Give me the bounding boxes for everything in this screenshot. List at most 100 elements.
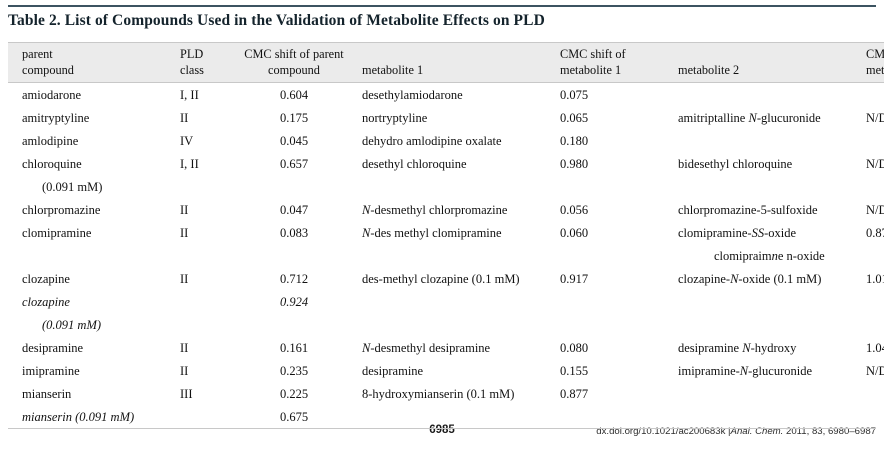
cell-shift-met2: 0.877 [866, 225, 884, 240]
header-line-2: metabolite 2 [678, 63, 740, 78]
cell-shift-met2 [850, 244, 884, 267]
cell-metabolite2: clomipraimne n-oxide [714, 248, 825, 263]
cell-metabolite2 [670, 83, 850, 107]
table-row: amitryptyline II 0.175 nortryptyline 0.065 am… [8, 106, 884, 129]
table-row: amiodarone I, II 0.604 desethylamiodarone 0.… [8, 83, 884, 107]
cell-shift-met1: 0.917 [560, 271, 589, 286]
table-row: imipramine II 0.235 desipramine 0.155 imipram… [8, 359, 884, 382]
column-header-pld-class: PLD class [174, 41, 236, 84]
cell-metabolite1 [352, 175, 554, 198]
cell-shift-met2: N/D [866, 156, 884, 171]
table-container: parent compound PLD class CMC shift of p… [8, 41, 884, 428]
cell-metabolite2 [670, 382, 850, 405]
cell-parent: chlorpromazine [22, 202, 101, 217]
table-row: chlorpromazine II 0.047 N-desmethyl chlorpr… [8, 198, 884, 221]
cell-shift-parent: 0.675 [279, 409, 309, 424]
header-line-1: PLD [180, 47, 204, 61]
cell-metabolite2 [670, 290, 850, 313]
cell-shift-parent: 0.225 [279, 386, 309, 401]
top-divider-rule [8, 5, 876, 7]
cell-shift-met1: 0.075 [560, 87, 589, 102]
cell-shift-parent: 0.657 [279, 156, 309, 171]
table-caption: Table 2. List of Compounds Used in the V… [8, 12, 545, 29]
column-header-metabolite-1: metabolite 1 [352, 41, 554, 84]
journal-name: Anal. Chem. [730, 426, 784, 437]
cell-shift-met1: 0.060 [560, 225, 589, 240]
cell-metabolite2: clomipramine-SS-oxide [678, 225, 797, 240]
cell-shift-met1: 0.056 [560, 202, 589, 217]
header-line-2: class [180, 63, 204, 78]
header-line-1: CMC shift of [866, 47, 884, 61]
table-body: amiodarone I, II 0.604 desethylamiodarone 0.… [8, 83, 884, 429]
cell-metabolite1: nortryptyline [362, 110, 428, 125]
cell-pld-class: I, II [180, 87, 199, 102]
cell-metabolite2: chlorpromazine-5-sulfoxide [678, 202, 818, 217]
citation-detail: 2011, 83, 6980–6987 [783, 426, 876, 437]
cell-shift-parent [236, 175, 352, 198]
cell-shift-met1: 0.980 [560, 156, 589, 171]
cell-pld-class: II [180, 110, 189, 125]
table-row: clomipramine II 0.083 N-des methyl clomipra… [8, 221, 884, 244]
cell-metabolite1 [352, 313, 554, 336]
cell-shift-met1: 0.080 [560, 340, 589, 355]
cell-parent: mianserin [22, 386, 72, 401]
cell-shift-met2 [850, 129, 884, 152]
cell-shift-met2: N/D [866, 110, 884, 125]
table-row: chloroquine I, II 0.657 desethyl chloroquin… [8, 152, 884, 175]
cell-metabolite1: desethyl chloroquine [362, 156, 467, 171]
cell-metabolite2: desipramine N-hydroxy [678, 340, 797, 355]
header-line-1: CMC shift of [560, 47, 626, 61]
cell-metabolite1: dehydro amlodipine oxalate [362, 133, 502, 148]
cell-pld-class: III [180, 386, 193, 401]
cell-shift-parent: 0.175 [279, 110, 309, 125]
cell-pld-class [174, 290, 236, 313]
cell-pld-class [174, 175, 236, 198]
cell-shift-parent: 0.083 [279, 225, 309, 240]
cell-pld-class: II [180, 271, 189, 286]
header-line-2: metabolite 2 [866, 63, 884, 78]
cell-metabolite1: 8-hydroxymianserin (0.1 mM) [362, 386, 515, 401]
cell-metabolite1: N-desmethyl desipramine [362, 340, 491, 355]
column-header-cmc-shift-metabolite-1: CMC shift of metabolite 1 [554, 41, 670, 84]
cell-parent [8, 244, 174, 267]
cell-parent: (0.091 mM) [42, 317, 102, 332]
header-line-2: metabolite 1 [362, 63, 424, 78]
table-row: clozapine II 0.712 des-methyl clozapine (0.… [8, 267, 884, 290]
cell-shift-met2 [850, 313, 884, 336]
cell-shift-parent [236, 313, 352, 336]
header-line-2: compound [22, 63, 74, 78]
cell-shift-parent: 0.712 [279, 271, 309, 286]
cell-shift-met2: N/D [866, 202, 884, 217]
cell-shift-parent: 0.047 [279, 202, 309, 217]
cell-shift-met1 [554, 175, 670, 198]
cell-metabolite1: desipramine [362, 363, 424, 378]
cell-shift-parent [236, 244, 352, 267]
cell-shift-met2 [850, 290, 884, 313]
cell-metabolite2 [670, 313, 850, 336]
doi-string: dx.doi.org/10.1021/ac200683k | [596, 426, 731, 437]
cell-parent: mianserin (0.091 mM) [22, 409, 135, 424]
cell-parent: amitryptyline [22, 110, 90, 125]
page-number: 6985 [429, 424, 455, 436]
column-header-metabolite-2: metabolite 2 [670, 41, 850, 84]
cell-shift-met2 [850, 83, 884, 107]
cell-shift-parent: 0.604 [279, 87, 309, 102]
cell-metabolite2: bidesethyl chloroquine [678, 156, 793, 171]
table-row: desipramine II 0.161 N-desmethyl desipramin… [8, 336, 884, 359]
cell-parent: (0.091 mM) [42, 179, 103, 194]
cell-parent: amlodipine [22, 133, 79, 148]
table-row: mianserin (0.091 mM) 0.675 [8, 405, 884, 428]
cell-shift-met1: 0.180 [560, 133, 589, 148]
table-row: clomipraimne n-oxide [8, 244, 884, 267]
cell-pld-class [174, 244, 236, 267]
cell-pld-class: II [180, 363, 189, 378]
cell-shift-parent: 0.161 [279, 340, 309, 355]
cell-metabolite2 [670, 129, 850, 152]
cell-parent: imipramine [22, 363, 80, 378]
table-bottom-rule [8, 428, 876, 430]
cell-shift-met1: 0.877 [560, 386, 589, 401]
table-row: amlodipine IV 0.045 dehydro amlodipine oxal… [8, 129, 884, 152]
table-row: (0.091 mM) [8, 313, 884, 336]
cell-shift-met2: 1.040 [866, 340, 884, 355]
cell-parent: clomipramine [22, 225, 92, 240]
